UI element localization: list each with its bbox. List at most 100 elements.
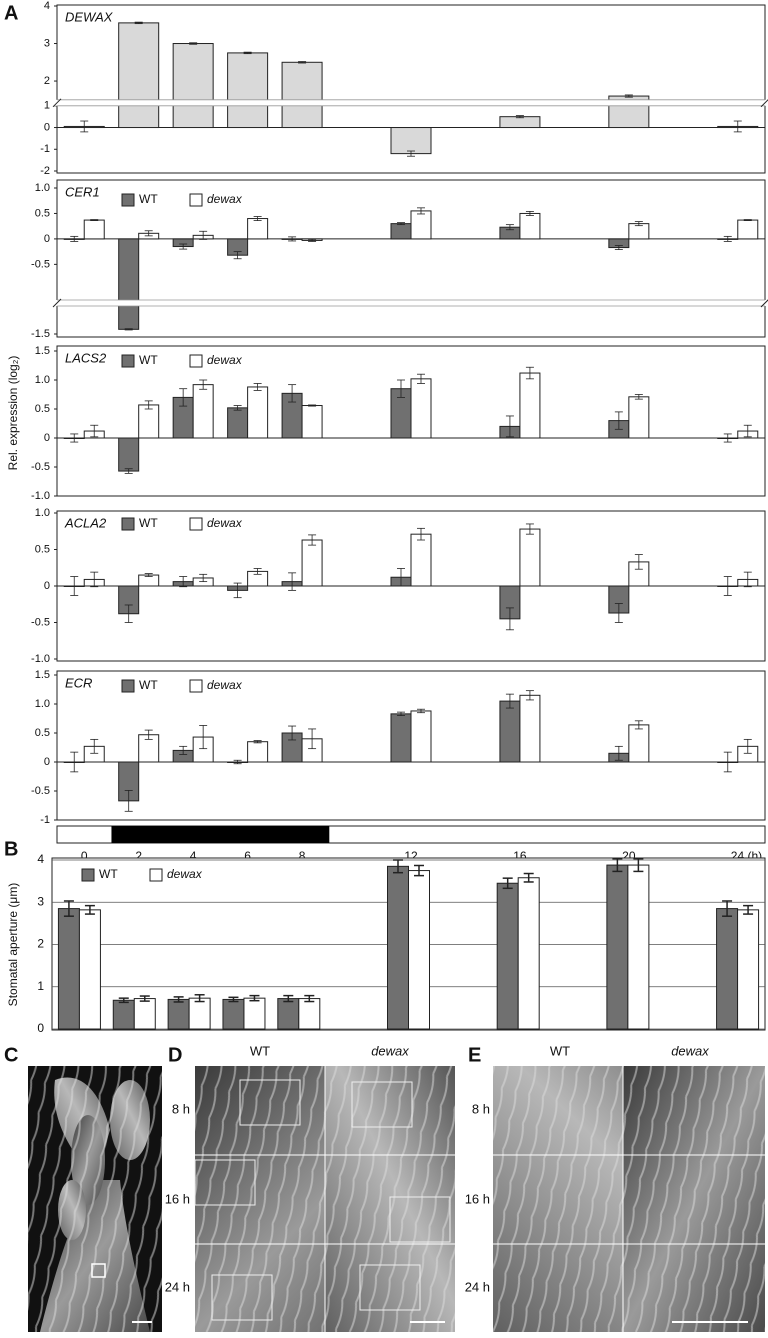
- legend-label: WT: [139, 516, 158, 530]
- panel-label: E: [468, 1044, 481, 1066]
- error-bar: [124, 328, 133, 331]
- legend-swatch: [121, 193, 135, 207]
- error-bar: [253, 216, 262, 221]
- row-label: 16 h: [165, 1191, 190, 1206]
- y-tick-label: 4: [37, 852, 44, 866]
- error-bar: [723, 751, 732, 773]
- bar: [390, 223, 412, 240]
- error-bar: [288, 572, 297, 591]
- panel-label: B: [4, 838, 18, 860]
- bar: [281, 61, 323, 129]
- y-tick-label: 1.0: [35, 507, 50, 519]
- error-bar: [199, 725, 208, 750]
- chart-title: CER1: [65, 184, 100, 199]
- bar: [133, 998, 156, 1030]
- error-bar: [634, 554, 643, 570]
- error-bar: [124, 790, 133, 812]
- error-bar: [283, 994, 294, 1003]
- error-bar: [253, 740, 262, 744]
- axis-break-mark: [52, 298, 62, 308]
- error-bar: [84, 904, 95, 915]
- y-tick-label: 1: [37, 979, 44, 993]
- y-tick-label: 0.5: [35, 543, 50, 555]
- error-bar: [525, 690, 534, 701]
- error-bar: [397, 711, 405, 716]
- error-bar: [397, 222, 405, 226]
- error-bar: [179, 576, 188, 588]
- micrograph-e: [493, 1066, 765, 1332]
- bar: [298, 998, 321, 1030]
- error-bar: [723, 235, 732, 242]
- bar: [408, 870, 430, 1030]
- error-bar: [144, 400, 153, 410]
- error-bar: [124, 604, 133, 623]
- legend-swatch: [121, 679, 135, 693]
- error-bar: [505, 693, 514, 709]
- bar: [387, 865, 409, 1030]
- error-bar: [179, 243, 188, 250]
- legend-label: WT: [139, 192, 158, 206]
- error-bar: [743, 219, 752, 221]
- error-bar: [70, 235, 79, 242]
- legend-label: dewax: [207, 353, 243, 367]
- bar: [172, 43, 214, 129]
- bar: [112, 999, 135, 1030]
- error-bar: [228, 996, 239, 1003]
- bar: [118, 22, 160, 129]
- error-bar: [233, 251, 242, 260]
- column-label: WT: [550, 1043, 570, 1058]
- bar: [57, 908, 80, 1030]
- x-tick-label: 4: [190, 849, 197, 863]
- error-bar: [417, 207, 425, 215]
- error-bar: [414, 864, 424, 877]
- error-bar: [393, 859, 403, 874]
- y-tick-label: -1.0: [31, 653, 50, 665]
- error-bar: [90, 219, 99, 221]
- error-bar: [249, 994, 260, 1002]
- legend-swatch: [189, 193, 203, 207]
- chart-title: ECR: [65, 675, 92, 690]
- error-bar: [118, 997, 129, 1004]
- error-bar: [80, 120, 89, 133]
- error-bar: [634, 394, 643, 400]
- column-label: dewax: [671, 1043, 709, 1058]
- y-tick-label: 1.0: [35, 374, 50, 386]
- axis-break-mark: [52, 98, 62, 108]
- y-tick-label: -0.5: [31, 461, 50, 473]
- legend-swatch: [121, 354, 135, 368]
- error-bar: [173, 996, 184, 1003]
- y-tick-label: -1.5: [31, 328, 50, 340]
- legend-swatch: [189, 679, 203, 693]
- legend-label: WT: [99, 867, 118, 881]
- y-tick-label: 1.5: [35, 669, 50, 681]
- error-bar: [525, 523, 534, 535]
- error-bar: [743, 738, 752, 754]
- error-bar: [288, 725, 297, 741]
- error-bar: [288, 236, 297, 242]
- legend-swatch: [149, 868, 163, 882]
- y-tick-label: -0.5: [31, 785, 50, 797]
- error-bar: [614, 245, 623, 251]
- bar: [247, 741, 269, 763]
- row-label: 8 h: [172, 1101, 190, 1116]
- error-bar: [505, 607, 514, 631]
- error-bar: [288, 384, 297, 403]
- y-tick-label: 1.0: [35, 698, 50, 710]
- column-label: WT: [250, 1043, 270, 1058]
- y-tick-label: -2: [40, 165, 50, 177]
- bar: [517, 877, 540, 1030]
- error-bar: [253, 568, 262, 575]
- error-bar: [614, 411, 623, 430]
- panel-label: C: [4, 1044, 18, 1066]
- error-bar: [199, 379, 208, 390]
- x-tick-label: 6: [244, 849, 251, 863]
- bar: [519, 212, 541, 240]
- error-bar: [633, 857, 644, 873]
- error-bar: [505, 224, 514, 231]
- bar: [519, 372, 541, 439]
- column-label: dewax: [371, 1043, 409, 1058]
- error-bar: [233, 405, 242, 411]
- panel-label: D: [168, 1044, 182, 1066]
- row-label: 8 h: [472, 1101, 490, 1116]
